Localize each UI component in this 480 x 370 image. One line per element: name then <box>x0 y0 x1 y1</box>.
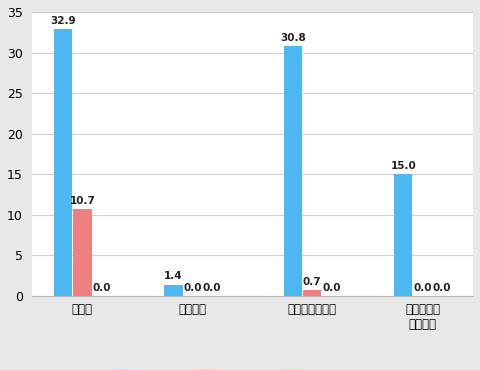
Bar <box>284 46 302 296</box>
Bar <box>394 174 412 296</box>
Text: 0.0: 0.0 <box>183 283 202 293</box>
Bar <box>54 29 72 296</box>
Bar <box>164 285 182 296</box>
Text: 15.0: 15.0 <box>390 161 416 171</box>
Text: 0.0: 0.0 <box>203 283 221 293</box>
Text: 1.4: 1.4 <box>164 271 183 282</box>
Bar <box>73 209 92 296</box>
Text: 0.0: 0.0 <box>93 283 111 293</box>
Text: 30.8: 30.8 <box>280 33 306 43</box>
Text: 0.7: 0.7 <box>303 277 322 287</box>
Text: 0.0: 0.0 <box>413 283 432 293</box>
Bar <box>303 290 322 296</box>
Text: 10.7: 10.7 <box>70 196 96 206</box>
Text: 32.9: 32.9 <box>50 16 76 26</box>
Text: 0.0: 0.0 <box>432 283 451 293</box>
Legend: PCR (%), BOP (%), 4mm以上のポケット: PCR (%), BOP (%), 4mm以上のポケット <box>109 365 395 370</box>
Text: 0.0: 0.0 <box>322 283 341 293</box>
